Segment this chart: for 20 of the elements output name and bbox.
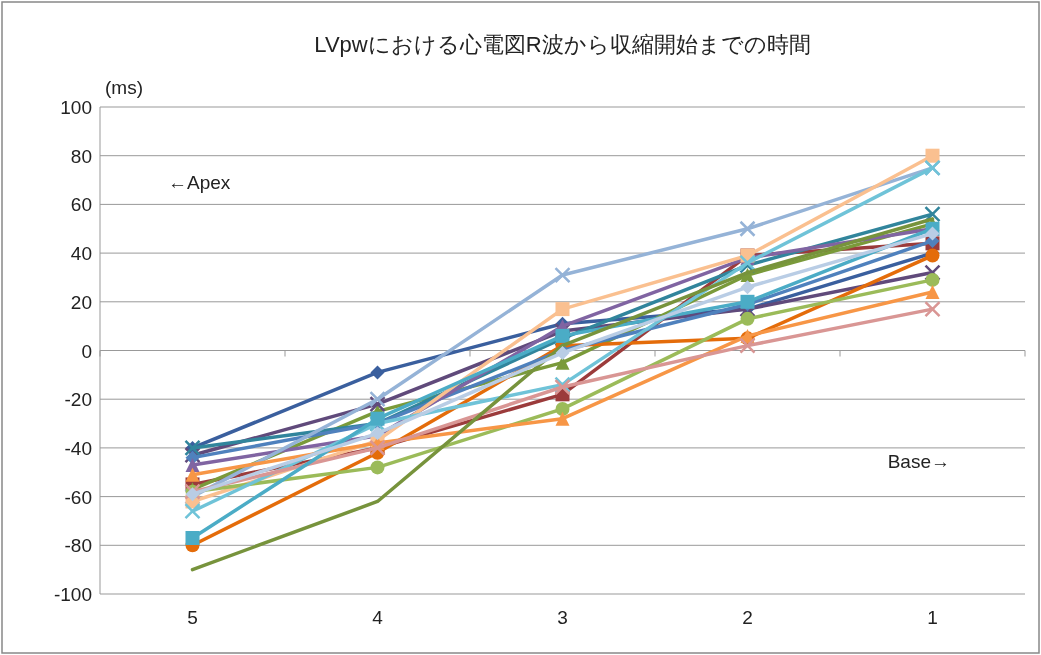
y-tick-label: 40 [70,243,92,265]
chart-title: LVpwにおける心電図R波から収縮開始までの時間 [314,32,811,57]
y-tick-label: 20 [70,291,92,313]
y-tick-label: 100 [60,97,92,118]
y-tick-label: -20 [64,389,92,411]
text: (ms) [105,77,143,98]
y-tick-label: 80 [70,145,92,167]
y-tick-label: 60 [70,194,92,216]
y-tick-label: -40 [64,437,92,459]
x-tick-label: 3 [557,607,568,628]
annotation: ←Apex [168,172,231,193]
x-tick-label: 5 [187,607,198,628]
y-tick-label: -80 [64,535,92,557]
y-tick-label: -60 [64,486,92,508]
y-tick-label: -100 [53,584,92,605]
x-tick-label: 4 [372,607,384,628]
x-tick-label: 2 [742,607,753,628]
y-tick-label: 0 [81,340,92,362]
annotation: Base→ [887,451,950,472]
x-tick-label: 1 [927,607,938,628]
